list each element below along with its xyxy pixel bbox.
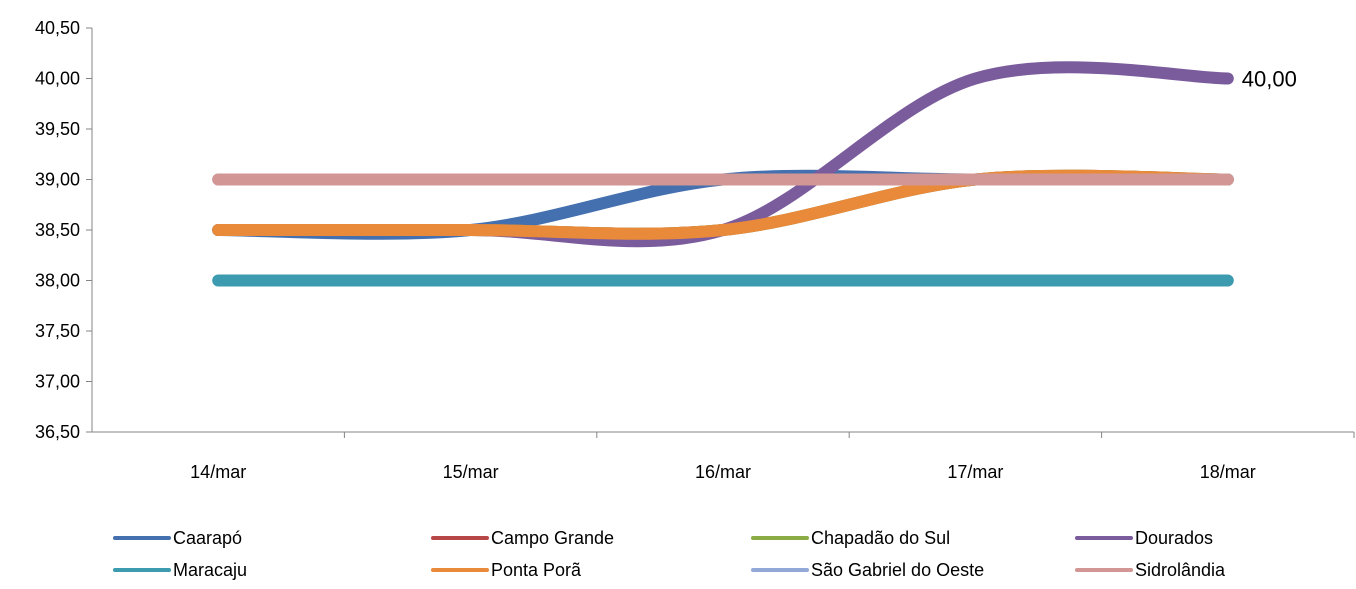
y-tick-label: 38,50 xyxy=(35,220,80,240)
y-tick-label: 39,00 xyxy=(35,170,80,190)
legend-label: Ponta Porã xyxy=(491,559,582,580)
y-tick-label: 40,00 xyxy=(35,69,80,89)
series-line-dourados xyxy=(212,61,1234,248)
x-tick-label: 16/mar xyxy=(695,462,751,482)
legend-swatch xyxy=(1075,568,1133,572)
legend-item: Chapadão do Sul xyxy=(751,524,950,552)
legend-item: Maracaju xyxy=(113,556,247,584)
y-tick-label: 39,50 xyxy=(35,119,80,139)
legend-swatch xyxy=(1075,536,1133,540)
legend-label: Campo Grande xyxy=(491,527,615,548)
chart-svg: 36,50 37,00 37,50 38,00 38,50 39,00 39,50 40,00… xyxy=(35,18,1355,482)
legend-item: Sidrolândia xyxy=(1075,556,1225,584)
labels-layer: 40,00 xyxy=(1242,67,1297,92)
legend-label: Maracaju xyxy=(173,559,248,580)
y-tick-label: 36,50 xyxy=(35,422,80,442)
legend-item: São Gabriel do Oeste xyxy=(751,556,984,584)
legend-swatch xyxy=(113,536,171,540)
legend-swatch xyxy=(751,568,809,572)
legend-swatch xyxy=(431,536,489,540)
y-tick-label: 38,00 xyxy=(35,271,80,291)
line-chart: 36,50 37,00 37,50 38,00 38,50 39,00 39,50 40,00… xyxy=(35,18,1355,482)
legend-label: Chapadão do Sul xyxy=(811,527,951,548)
legend-item: Dourados xyxy=(1075,524,1213,552)
legend-label: São Gabriel do Oeste xyxy=(811,559,985,580)
legend: Caarapó Campo Grande Chapadão do Sul Dourad… xyxy=(0,520,1356,589)
x-tick-label: 14/mar xyxy=(190,462,246,482)
y-tick-label: 37,00 xyxy=(35,372,80,392)
legend-label: Dourados xyxy=(1135,527,1214,548)
legend-swatch xyxy=(431,568,489,572)
y-tick-label: 37,50 xyxy=(35,321,80,341)
legend-item: Caarapó xyxy=(113,524,242,552)
legend-item: Campo Grande xyxy=(431,524,614,552)
legend-swatch xyxy=(113,568,171,572)
x-tick-label: 17/mar xyxy=(947,462,1003,482)
legend-label: Caarapó xyxy=(173,527,243,548)
x-tick-label: 18/mar xyxy=(1200,462,1256,482)
legend-item: Ponta Porã xyxy=(431,556,581,584)
data-label: 40,00 xyxy=(1242,67,1297,92)
series-layer xyxy=(212,61,1234,287)
legend-label: Sidrolândia xyxy=(1135,559,1226,580)
legend-swatch xyxy=(751,536,809,540)
x-tick-label: 15/mar xyxy=(443,462,499,482)
y-tick-label: 40,50 xyxy=(35,18,80,38)
axes-layer: 36,50 37,00 37,50 38,00 38,50 39,00 39,50 40,00… xyxy=(35,18,1355,482)
